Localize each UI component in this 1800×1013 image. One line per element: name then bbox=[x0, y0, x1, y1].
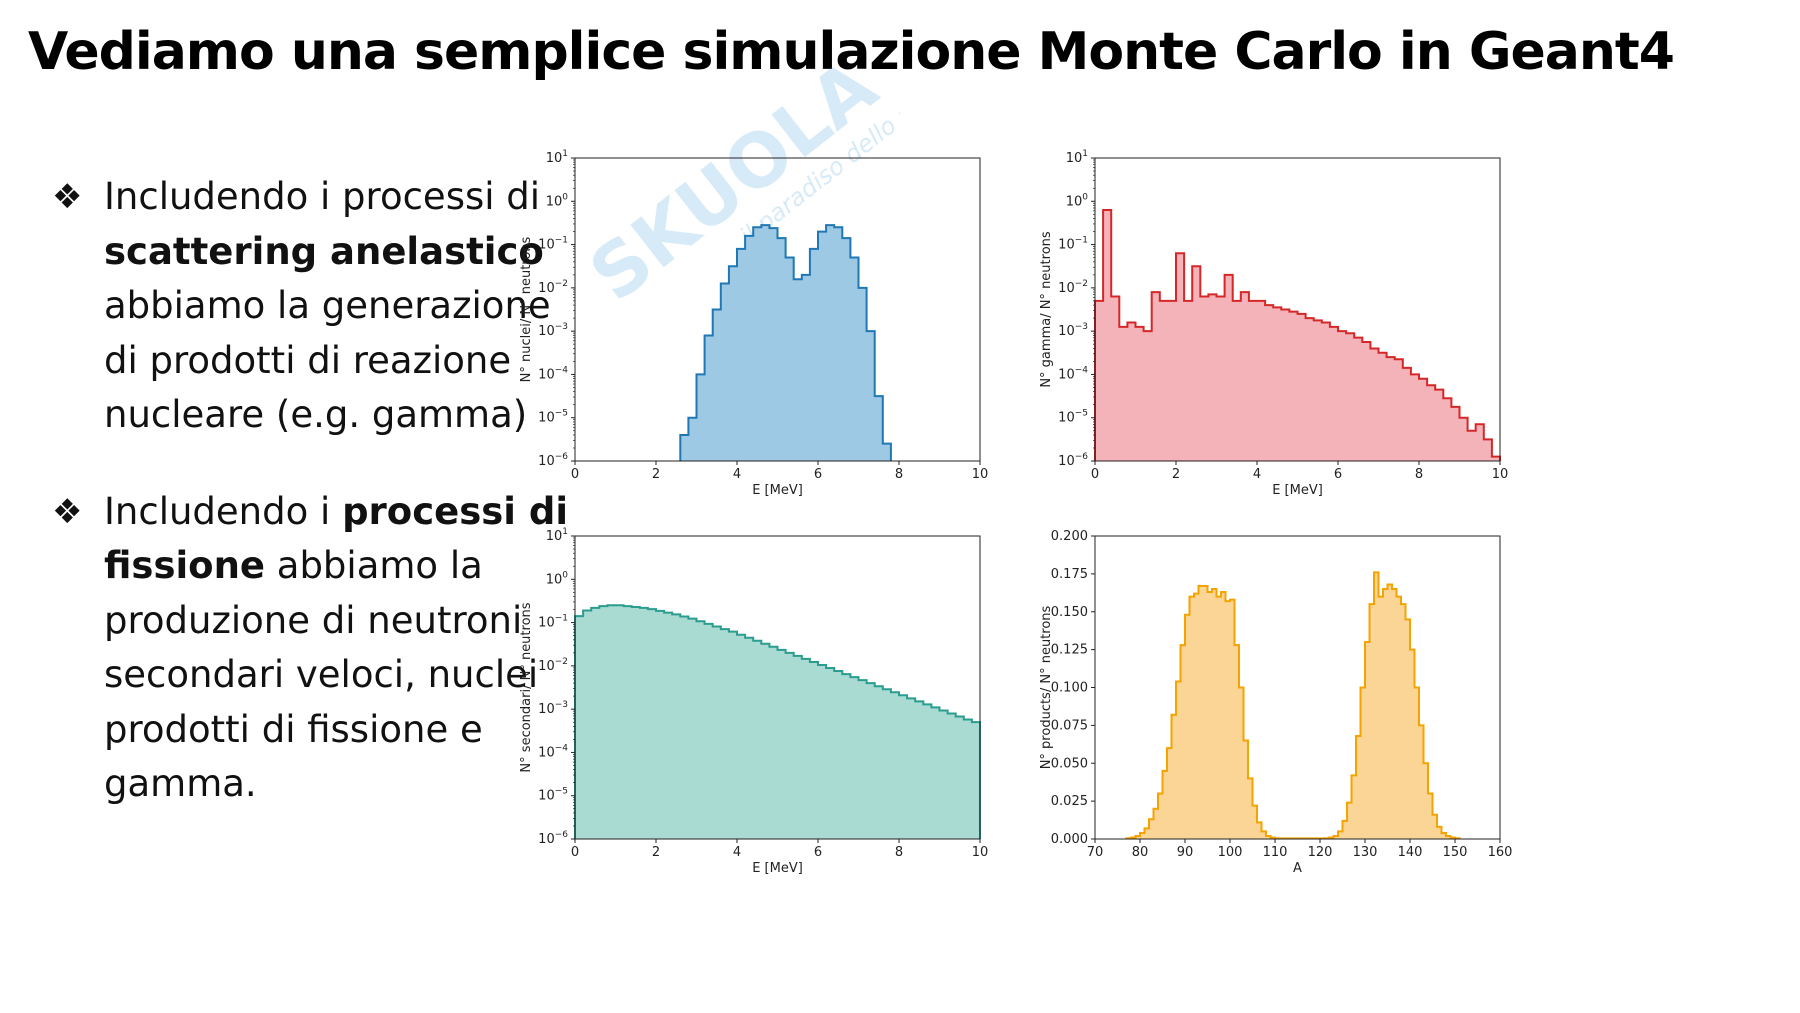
x-tick-label: 130 bbox=[1353, 845, 1378, 860]
x-axis-label: A bbox=[1293, 861, 1302, 876]
x-tick-label: 110 bbox=[1263, 845, 1288, 860]
y-tick-label: 0.150 bbox=[1051, 605, 1088, 620]
histogram-fill bbox=[680, 225, 891, 461]
y-tick-label: 100 bbox=[546, 570, 569, 587]
y-tick-label: 10−2 bbox=[538, 657, 568, 674]
x-axis-label: E [MeV] bbox=[752, 861, 803, 876]
x-tick-label: 10 bbox=[972, 845, 989, 860]
plot-frame bbox=[574, 535, 981, 840]
y-tick-label: 0.025 bbox=[1051, 794, 1088, 809]
y-tick-label: 100 bbox=[1066, 192, 1089, 209]
x-tick-label: 10 bbox=[972, 467, 989, 482]
y-axis-label: N° products/ N° neutrons bbox=[1039, 605, 1054, 769]
x-tick-label: 4 bbox=[733, 845, 741, 860]
x-tick-label: 6 bbox=[1334, 467, 1342, 482]
y-tick-label: 0.175 bbox=[1051, 567, 1088, 582]
y-tick-label: 0.100 bbox=[1051, 681, 1088, 696]
bullet-text-bold: processi di fissione bbox=[104, 489, 569, 588]
x-tick-label: 4 bbox=[733, 467, 741, 482]
histogram-line bbox=[679, 224, 892, 461]
x-tick-label: 8 bbox=[895, 467, 903, 482]
x-tick-label: 0 bbox=[571, 467, 579, 482]
x-tick-label: 2 bbox=[652, 467, 660, 482]
y-tick-label: 10−5 bbox=[1058, 409, 1088, 426]
y-tick-label: 10−2 bbox=[1058, 279, 1088, 296]
y-tick-label: 0.050 bbox=[1051, 756, 1088, 771]
y-tick-label: 0.200 bbox=[1051, 529, 1088, 544]
plot-frame bbox=[1094, 535, 1501, 840]
x-axis-label: E [MeV] bbox=[1272, 483, 1323, 498]
chart-gamma: 0 2 4 6 8 10 101 100 10−1 10−2 10−3 10−4 10−5 10−6 E [… bbox=[1039, 140, 1520, 505]
y-axis-label: N° secondari/ N° neutrons bbox=[519, 602, 534, 772]
x-tick-label: 6 bbox=[814, 467, 822, 482]
y-axis-label: N° gamma/ N° neutrons bbox=[1039, 231, 1054, 388]
x-tick-label: 0 bbox=[1091, 467, 1099, 482]
bullet-text: abbiamo la generazione di prodotti di re… bbox=[104, 284, 551, 436]
x-tick-label: 160 bbox=[1488, 845, 1513, 860]
bullet-item: ❖ Includendo i processi di scattering ane… bbox=[52, 170, 572, 443]
y-tick-label: 0.075 bbox=[1051, 718, 1088, 733]
x-tick-label: 80 bbox=[1132, 845, 1149, 860]
y-tick-label: 101 bbox=[546, 527, 568, 544]
y-tick-label: 10−2 bbox=[538, 279, 568, 296]
y-tick-label: 0.000 bbox=[1051, 832, 1088, 847]
x-tick-label: 8 bbox=[1415, 467, 1423, 482]
bullet-text: abbiamo la produzione di neutroni second… bbox=[104, 544, 539, 805]
chart-secondari: 0 2 4 6 8 10 101 100 10−1 10−2 10−3 10−4 10−5 10−6 E [… bbox=[519, 518, 1000, 883]
y-tick-label: 10−5 bbox=[538, 409, 568, 426]
bullet-text-bold: scattering anelastico bbox=[104, 229, 544, 273]
histogram-line bbox=[1125, 571, 1461, 840]
bullet-mark-icon: ❖ bbox=[52, 177, 83, 217]
y-axis-label: N° nuclei/ N° neutrons bbox=[519, 236, 534, 382]
x-tick-label: 2 bbox=[652, 845, 660, 860]
y-tick-label: 101 bbox=[546, 149, 568, 166]
bullet-text: Includendo i processi di bbox=[104, 175, 541, 218]
y-tick-label: 10−4 bbox=[538, 743, 568, 760]
x-tick-label: 70 bbox=[1087, 845, 1104, 860]
x-tick-label: 100 bbox=[1218, 845, 1243, 860]
histogram-line bbox=[1094, 208, 1501, 461]
y-tick-label: 10−4 bbox=[1058, 365, 1088, 382]
plot-frame bbox=[574, 157, 981, 462]
bullet-list: ❖ Includendo i processi di scattering ane… bbox=[52, 170, 572, 854]
y-tick-label: 100 bbox=[546, 192, 569, 209]
bullet-text: Includendo i bbox=[104, 489, 343, 533]
histogram-line bbox=[574, 604, 981, 839]
chart-products: 70 80 90 100 110 120 130 140 150 160 0.000 0.025 0.0… bbox=[1039, 518, 1520, 883]
y-tick-label: 10−1 bbox=[1058, 236, 1088, 253]
x-tick-label: 6 bbox=[814, 845, 822, 860]
y-tick-label: 10−1 bbox=[538, 614, 568, 631]
x-tick-label: 2 bbox=[1172, 467, 1180, 482]
x-tick-label: 120 bbox=[1308, 845, 1333, 860]
histogram-fill bbox=[575, 605, 980, 839]
y-tick-label: 10−3 bbox=[538, 322, 568, 339]
histogram-fill bbox=[1095, 209, 1500, 461]
y-tick-label: 10−6 bbox=[538, 830, 568, 847]
y-tick-label: 101 bbox=[1066, 149, 1088, 166]
y-tick-label: 0.125 bbox=[1051, 643, 1088, 658]
slide-title: Vediamo una semplice simulazione Monte C… bbox=[28, 22, 1675, 82]
y-tick-label: 10−1 bbox=[538, 236, 568, 253]
chart-nuclei: 0 2 4 6 8 10 101 100 10−1 10−2 10−3 10−4 10−5 10−6 E [… bbox=[519, 140, 1000, 505]
x-tick-label: 0 bbox=[571, 845, 579, 860]
y-tick-label: 10−6 bbox=[1058, 452, 1088, 469]
x-tick-label: 150 bbox=[1443, 845, 1468, 860]
y-tick-label: 10−5 bbox=[538, 787, 568, 804]
y-tick-label: 10−3 bbox=[538, 700, 568, 717]
y-tick-label: 10−6 bbox=[538, 452, 568, 469]
y-tick-label: 10−3 bbox=[1058, 322, 1088, 339]
x-tick-label: 140 bbox=[1398, 845, 1423, 860]
x-axis-label: E [MeV] bbox=[752, 483, 803, 498]
bullet-mark-icon: ❖ bbox=[52, 491, 83, 532]
bullet-item: ❖ Includendo i processi di fissione abbia… bbox=[52, 485, 572, 812]
x-tick-label: 8 bbox=[895, 845, 903, 860]
histogram-fill bbox=[1126, 572, 1460, 839]
y-tick-label: 10−4 bbox=[538, 365, 568, 382]
plot-frame bbox=[1094, 157, 1501, 462]
x-tick-label: 4 bbox=[1253, 467, 1261, 482]
x-tick-label: 90 bbox=[1177, 845, 1194, 860]
x-tick-label: 10 bbox=[1492, 467, 1509, 482]
